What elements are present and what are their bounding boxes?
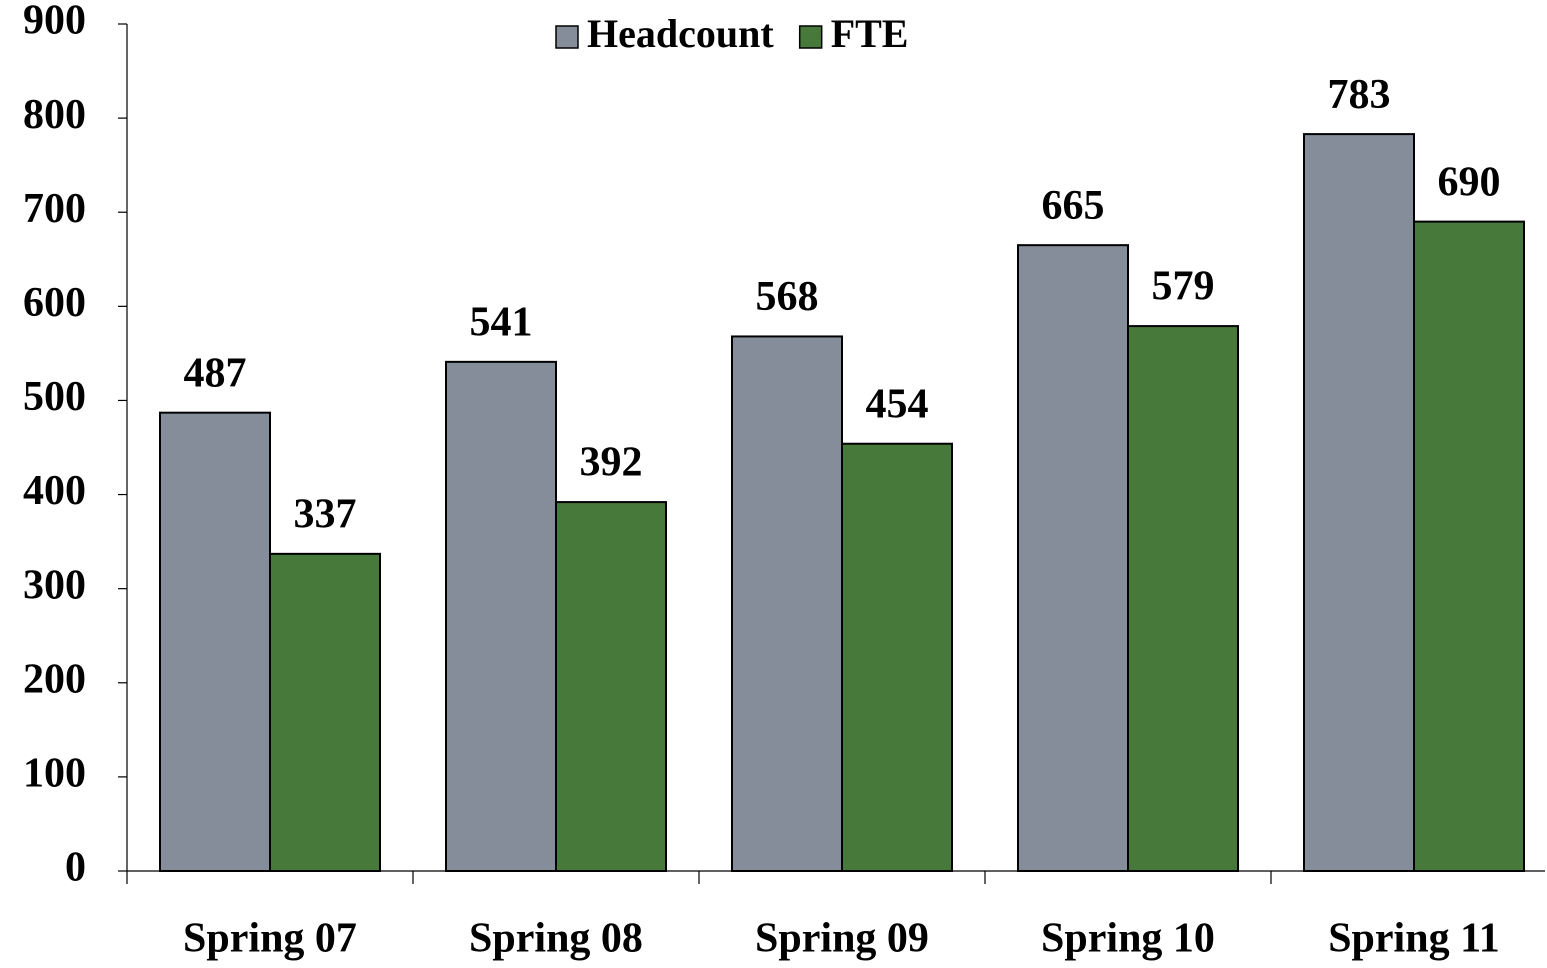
data-label: 783 (1328, 72, 1391, 118)
bar (1303, 133, 1415, 873)
bar (1017, 244, 1129, 872)
bar (159, 411, 271, 872)
y-tick-label: 700 (23, 186, 86, 232)
y-tick-label: 500 (23, 374, 86, 420)
data-label: 392 (580, 440, 643, 486)
x-tick-label: Spring 09 (755, 916, 929, 962)
data-label: 454 (866, 381, 929, 427)
y-tick-label: 800 (23, 92, 86, 138)
legend-label: FTE (831, 11, 909, 56)
y-tick-label: 100 (23, 751, 86, 797)
data-label: 579 (1152, 264, 1215, 310)
y-tick-label: 400 (23, 468, 86, 514)
data-label: 487 (184, 350, 247, 396)
bar (1413, 220, 1525, 872)
y-tick-label: 200 (23, 656, 86, 702)
y-tick-label: 300 (23, 562, 86, 608)
y-tick-label: 600 (23, 280, 86, 326)
bar (731, 335, 843, 872)
x-tick-label: Spring 08 (469, 916, 643, 962)
legend-label: Headcount (587, 11, 774, 56)
x-tick-label: Spring 11 (1328, 916, 1500, 962)
bar (269, 552, 381, 873)
data-label: 568 (756, 274, 819, 320)
bar (555, 501, 667, 872)
bar (841, 442, 953, 872)
data-label: 337 (294, 491, 357, 537)
x-tick-label: Spring 10 (1041, 916, 1215, 962)
data-label: 665 (1042, 183, 1105, 229)
y-tick-label: 900 (23, 0, 86, 44)
legend-swatch (798, 25, 823, 49)
data-label: 541 (470, 299, 533, 345)
data-label: 690 (1438, 159, 1501, 205)
bar (1127, 325, 1239, 872)
bar (445, 360, 557, 872)
legend-swatch (555, 25, 579, 49)
x-tick-label: Spring 07 (183, 916, 357, 962)
y-tick-label: 0 (65, 845, 86, 891)
